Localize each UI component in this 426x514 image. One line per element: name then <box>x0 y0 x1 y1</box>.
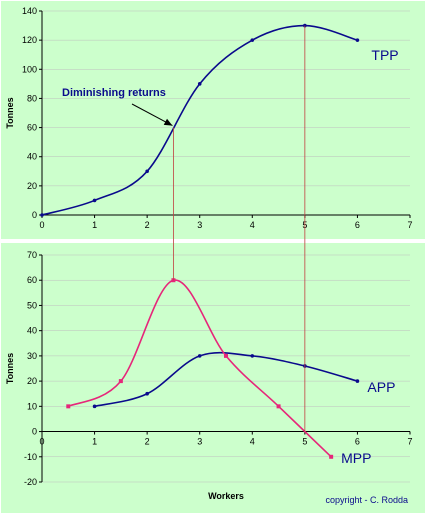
top-series-layer <box>40 23 360 217</box>
x-tick-label: 3 <box>197 220 202 230</box>
x-tick-label: 3 <box>197 437 202 447</box>
annotation-arrowhead <box>163 118 173 126</box>
data-point-mpp <box>224 353 228 358</box>
bottom-x-axis-title: Workers <box>208 491 244 501</box>
y-tick-label: 140 <box>22 6 37 16</box>
y-tick-label: 40 <box>27 152 37 162</box>
data-point-app <box>355 379 360 383</box>
data-point-mpp <box>276 404 281 409</box>
top-y-axis-title: Tonnes <box>5 97 15 128</box>
y-tick-label: 60 <box>27 123 37 133</box>
data-point-tpp <box>250 38 255 42</box>
top-y-tick-labels: 0 20 40 60 80 100 120 140 <box>22 6 42 220</box>
series-label-tpp: TPP <box>371 47 398 63</box>
y-tick-label: 20 <box>27 181 37 191</box>
y-tick-label: 10 <box>27 401 37 411</box>
x-tick-label: 1 <box>92 220 97 230</box>
y-tick-label: 40 <box>27 326 37 336</box>
series-label-mpp: MPP <box>341 450 371 466</box>
data-point-tpp <box>145 169 149 174</box>
x-tick-label: 2 <box>145 437 150 447</box>
y-tick-label: 80 <box>27 93 37 103</box>
y-tick-label: 50 <box>27 300 37 310</box>
vertical-guide-lines <box>173 25 306 432</box>
y-tick-label: 20 <box>27 376 37 386</box>
data-point-tpp <box>355 38 360 42</box>
bottom-chart-app-mpp: -20 -10 0 10 20 30 40 50 60 70 0 1 2 3 4 5 6 7 Tonnes Wo… <box>5 250 413 501</box>
y-tick-label: 70 <box>27 250 37 260</box>
y-tick-label: -20 <box>24 477 37 487</box>
data-point-tpp <box>197 82 202 86</box>
y-tick-label: 120 <box>22 35 37 45</box>
top-panel-background <box>1 1 425 239</box>
series-label-app: APP <box>367 379 395 395</box>
x-tick-label: 1 <box>92 437 97 447</box>
x-tick-label: 6 <box>355 437 360 447</box>
y-tick-label: 30 <box>27 351 37 361</box>
bottom-y-tick-labels: -20 -10 0 10 20 30 40 50 60 70 <box>24 250 42 487</box>
bottom-panel-background <box>1 243 425 513</box>
x-tick-label: 4 <box>250 437 255 447</box>
data-point-mpp <box>329 454 334 459</box>
y-tick-label: -10 <box>24 452 37 462</box>
x-tick-label: 5 <box>302 437 307 447</box>
data-point-mpp <box>118 379 123 384</box>
x-tick-label: 0 <box>39 220 44 230</box>
y-tick-label: 0 <box>32 427 37 437</box>
copyright-credit: copyright - C. Rodda <box>325 495 408 505</box>
diminishing-returns-annotation: Diminishing returns <box>62 87 173 127</box>
x-tick-label: 7 <box>407 437 412 447</box>
data-point-app <box>92 404 97 409</box>
annotation-label: Diminishing returns <box>62 87 166 99</box>
data-point-tpp <box>92 198 97 203</box>
series-labels: TPP APP MPP <box>341 47 399 466</box>
bottom-y-axis-title: Tonnes <box>5 353 15 384</box>
data-point-tpp <box>40 213 44 217</box>
data-point-app <box>250 354 255 358</box>
x-tick-label: 2 <box>145 220 150 230</box>
data-point-mpp <box>66 404 71 409</box>
x-tick-label: 4 <box>250 220 255 230</box>
y-tick-label: 60 <box>27 275 37 285</box>
x-tick-label: 6 <box>355 220 360 230</box>
data-point-app <box>197 354 202 358</box>
data-point-app <box>145 391 149 396</box>
x-tick-label: 7 <box>407 220 412 230</box>
y-tick-label: 100 <box>22 64 37 74</box>
y-tick-label: 0 <box>32 210 37 220</box>
